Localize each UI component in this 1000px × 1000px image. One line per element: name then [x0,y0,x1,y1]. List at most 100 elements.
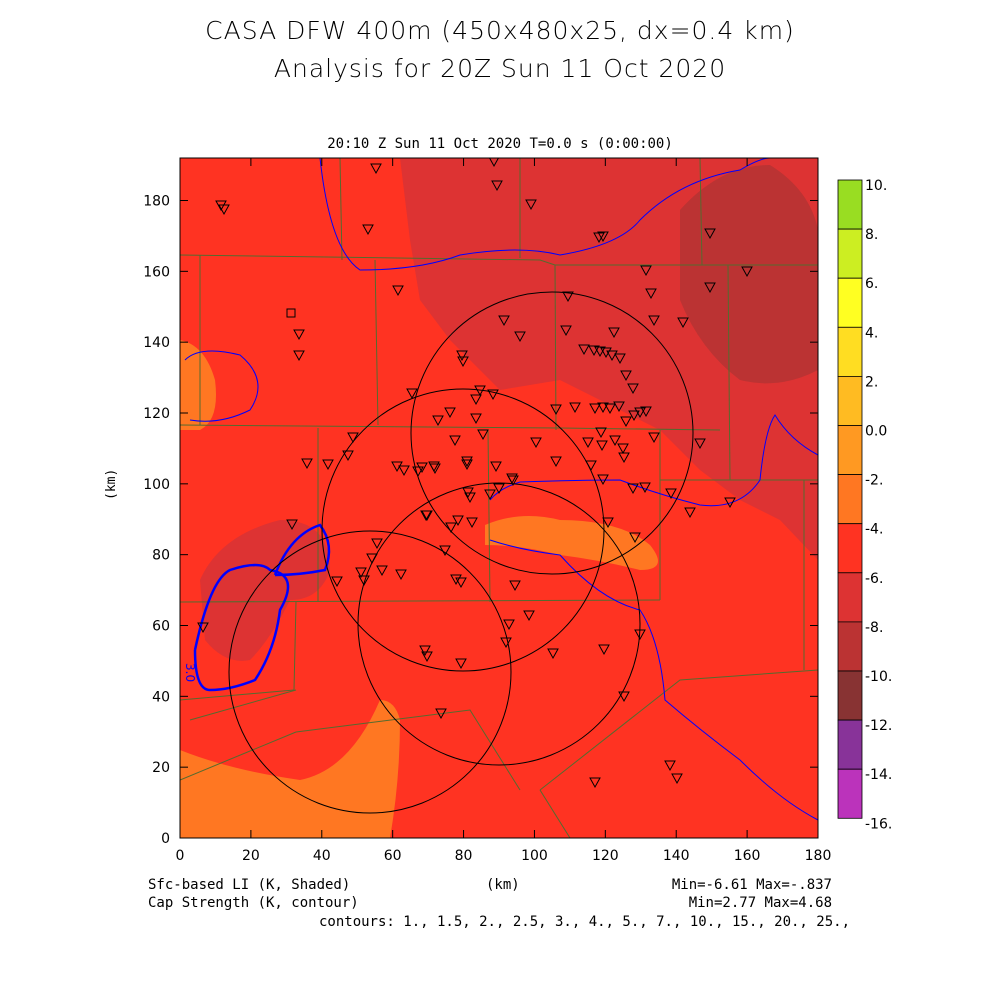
y-tick-label: 60 [152,619,170,635]
station-marker [645,288,657,300]
station-marker [370,163,382,175]
station-marker [547,648,559,660]
station-marker [606,350,618,362]
station-marker [694,438,706,450]
station-marker [371,538,383,550]
radar-site-marker [286,308,296,318]
station-marker [530,437,542,449]
station-marker [355,567,367,579]
station-marker [493,483,505,495]
colorbar-label: 10. [865,178,887,194]
station-marker [704,282,716,294]
station-marker [342,450,354,462]
y-tick-label: 160 [143,264,170,280]
station-marker [664,760,676,772]
station-marker [589,777,601,789]
station-marker [450,574,462,586]
li-field-region-west [200,520,330,661]
station-marker [602,517,614,529]
station-marker [618,691,630,703]
footer-shaded-range: Min=-6.61 Max=-.837 [671,877,832,893]
y-axis-label: (km) [104,468,119,500]
station-marker [620,416,632,428]
x-tick-label: 60 [384,848,402,864]
station-marker [498,315,510,327]
colorbar-swatch [837,768,863,819]
station-marker [470,394,482,406]
colorbar-label: 0.0 [865,424,887,440]
station-marker [609,435,621,447]
station-marker [582,437,594,449]
station-marker [197,622,209,634]
station-marker [439,545,451,557]
station-marker [509,580,521,592]
colorbar-label: -12. [865,718,892,734]
station-marker [488,158,500,168]
station-marker [648,315,660,327]
li-field-region-warm-center [485,516,658,570]
station-marker [218,204,230,216]
station-marker [677,317,689,329]
colorbar-label: -2. [865,473,883,489]
station-marker [392,285,404,297]
subtitle: 20:10 Z Sun 11 Oct 2020 T=0.0 s (0:00:00… [327,136,673,152]
colorbar-label: -14. [865,767,892,783]
station-marker [503,619,515,631]
station-marker [640,265,652,277]
station-marker [419,645,431,657]
station-marker [466,517,478,529]
station-marker [507,475,519,487]
station-marker [613,401,625,413]
y-tick-label: 80 [152,548,170,564]
li-field-region-strong [680,165,818,384]
colorbar-swatch [837,425,863,475]
station-marker [614,353,626,365]
station-marker [358,575,370,587]
station-marker [618,452,630,464]
station-marker [412,466,424,478]
plot-frame [179,157,819,839]
station-marker [461,459,473,471]
station-marker [608,327,620,339]
station-marker [362,224,374,236]
colorbar-label: -6. [865,571,883,587]
station-marker [604,403,616,415]
cap-strength-contours [184,158,818,821]
footer-contour-label: Cap Strength (K, contour) [148,895,359,911]
li-field-region-warm-west [180,340,216,430]
station-marker [487,389,499,401]
station-marker [628,410,640,422]
station-marker [562,291,574,303]
station-marker [589,403,601,415]
y-axis: 0 20 40 60 80 100 120 140 160 180 [143,194,818,847]
station-marker [525,199,537,211]
station-marker [293,350,305,362]
station-marker [464,492,476,504]
station-marker [449,435,461,447]
station-marker [455,658,467,670]
station-marker [477,429,489,441]
station-marker [639,482,651,494]
station-marker [444,407,456,419]
li-field-region-warm-south [180,700,400,838]
colorbar-swatch [837,179,863,230]
colorbar-label: -10. [865,669,892,685]
station-marker [347,432,359,444]
x-tick-label: 0 [176,848,185,864]
footer-contour-range: Min=2.77 Max=4.68 [688,895,832,911]
station-marker [598,644,610,656]
x-tick-label: 40 [313,848,331,864]
station-marker [640,406,652,418]
station-marker [490,461,502,473]
station-marker [322,459,334,471]
station-marker [491,180,503,192]
y-tick-label: 120 [143,406,170,422]
colorbar-label: -8. [865,620,883,636]
colorbar-label: 6. [865,276,878,292]
x-tick-label: 160 [734,848,761,864]
station-marker [500,637,512,649]
colorbar-swatch [837,277,863,328]
station-marker [286,519,298,531]
station-marker [406,388,418,400]
